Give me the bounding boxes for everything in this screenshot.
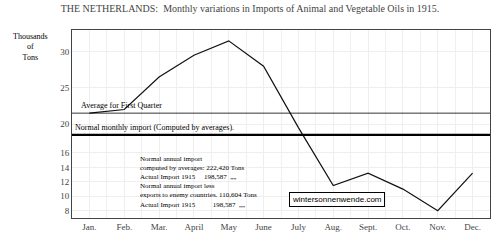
- svg-text:8: 8: [65, 206, 70, 216]
- svg-text:Sept.: Sept.: [359, 222, 377, 232]
- svg-text:20: 20: [60, 119, 70, 129]
- svg-text:Mar.: Mar.: [151, 222, 168, 232]
- svg-text:Nov.: Nov.: [429, 222, 446, 232]
- svg-text:25: 25: [60, 83, 70, 93]
- svg-text:Normal annual importcomputed b: Normal annual importcomputed by averages…: [140, 155, 257, 209]
- svg-text:ThousandsofTons: ThousandsofTons: [13, 32, 48, 62]
- svg-text:June: June: [255, 222, 272, 232]
- svg-text:Feb.: Feb.: [116, 222, 132, 232]
- svg-text:30: 30: [60, 47, 70, 57]
- svg-text:Aug.: Aug.: [324, 222, 342, 232]
- svg-text:Oct.: Oct.: [395, 222, 410, 232]
- svg-text:May: May: [221, 222, 238, 232]
- svg-text:14: 14: [60, 163, 70, 173]
- svg-text:Normal monthly import (Compute: Normal monthly import (Computed by avera…: [75, 123, 234, 132]
- svg-text:Jan.: Jan.: [82, 222, 96, 232]
- svg-text:12: 12: [60, 177, 69, 187]
- svg-text:16: 16: [60, 148, 70, 158]
- svg-text:Dec.: Dec.: [464, 222, 481, 232]
- svg-text:10: 10: [60, 191, 70, 201]
- svg-text:wintersonnenwende.com: wintersonnenwende.com: [292, 195, 382, 204]
- svg-text:April: April: [184, 222, 203, 232]
- svg-text:THE NETHERLANDS: Monthly vari: THE NETHERLANDS: Monthly variations in I…: [61, 3, 440, 14]
- svg-text:Average for First Quarter: Average for First Quarter: [81, 101, 162, 110]
- svg-text:July: July: [291, 222, 307, 232]
